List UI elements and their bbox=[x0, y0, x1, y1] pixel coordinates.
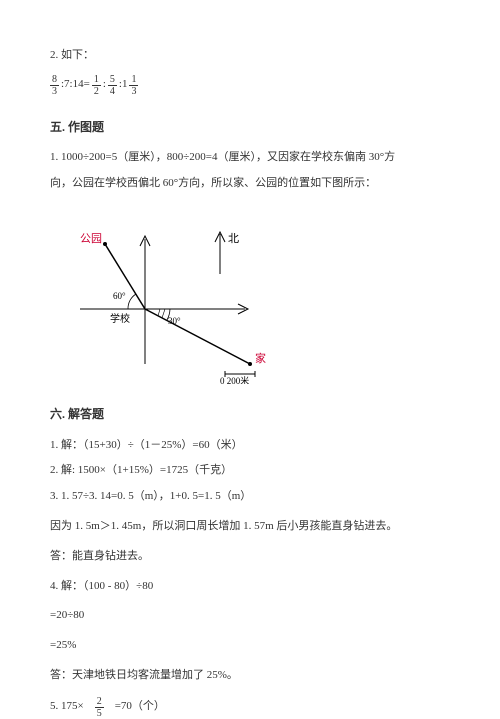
answer-4-final: 答：天津地铁日均客流量增加了 25%。 bbox=[50, 666, 450, 686]
answer-4: 4. 解：（100 - 80）÷80 bbox=[50, 577, 450, 597]
denominator: 4 bbox=[108, 86, 117, 97]
answer-5-prefix: 5. 175× bbox=[50, 697, 95, 717]
numerator: 5 bbox=[108, 74, 117, 86]
angle-60-label: 60° bbox=[113, 291, 126, 301]
equation-row: 8 3 :7:14= 1 2 : 5 4 :1 1 3 bbox=[50, 74, 450, 97]
denominator: 3 bbox=[50, 86, 59, 97]
eq-text: :7:14= bbox=[61, 75, 90, 95]
answer-4-step2: =25% bbox=[50, 636, 450, 656]
numerator: 1 bbox=[129, 74, 138, 86]
diagram: 公园 北 60° 30° 学校 家 0 200米 bbox=[50, 214, 450, 384]
answer-2: 2. 解: 1500×（1+15%）=1725（千克） bbox=[50, 461, 450, 481]
answer-3: 3. 1. 57÷3. 14=0. 5（m），1+0. 5=1. 5（m） bbox=[50, 487, 450, 507]
fraction-4: 1 3 bbox=[129, 74, 138, 97]
fraction-5: 2 5 bbox=[95, 696, 104, 719]
scale-label: 0 200米 bbox=[220, 375, 249, 384]
park-label: 公园 bbox=[80, 232, 102, 245]
section-5-line1: 1. 1000÷200=5（厘米），800÷200=4（厘米），又因家在学校东偏… bbox=[50, 148, 450, 168]
answer-5: 5. 175× 2 5 =70（个） bbox=[50, 696, 450, 719]
answer-3-final: 答：能直身钻进去。 bbox=[50, 547, 450, 567]
denominator: 5 bbox=[95, 708, 104, 719]
intro-line: 2. 如下： bbox=[50, 46, 450, 66]
section-6-title: 六. 解答题 bbox=[50, 404, 450, 426]
answer-5-suffix: =70（个） bbox=[104, 697, 165, 717]
fraction-2: 1 2 bbox=[92, 74, 101, 97]
north-label: 北 bbox=[228, 232, 239, 245]
denominator: 2 bbox=[92, 86, 101, 97]
answer-1: 1. 解：（15+30）÷（1－25%）=60（米） bbox=[50, 436, 450, 456]
answer-3-reason: 因为 1. 5m＞1. 45m，所以洞口周长增加 1. 57m 后小男孩能直身钻… bbox=[50, 517, 450, 537]
denominator: 3 bbox=[129, 86, 138, 97]
eq-text: :1 bbox=[119, 75, 128, 95]
fraction-1: 8 3 bbox=[50, 74, 59, 97]
fraction-3: 5 4 bbox=[108, 74, 117, 97]
school-label: 学校 bbox=[110, 312, 130, 325]
home-label: 家 bbox=[255, 351, 266, 365]
angle-30-label: 30° bbox=[168, 316, 181, 326]
eq-text: : bbox=[103, 75, 106, 95]
numerator: 1 bbox=[92, 74, 101, 86]
section-5-line2: 向，公园在学校西偏北 60°方向，所以家、公园的位置如下图所示： bbox=[50, 174, 450, 194]
numerator: 2 bbox=[95, 696, 104, 708]
numerator: 8 bbox=[50, 74, 59, 86]
direction-diagram-svg: 公园 北 60° 30° 学校 家 0 200米 bbox=[50, 214, 310, 384]
answer-4-step1: =20÷80 bbox=[50, 606, 450, 626]
section-5-title: 五. 作图题 bbox=[50, 117, 450, 139]
